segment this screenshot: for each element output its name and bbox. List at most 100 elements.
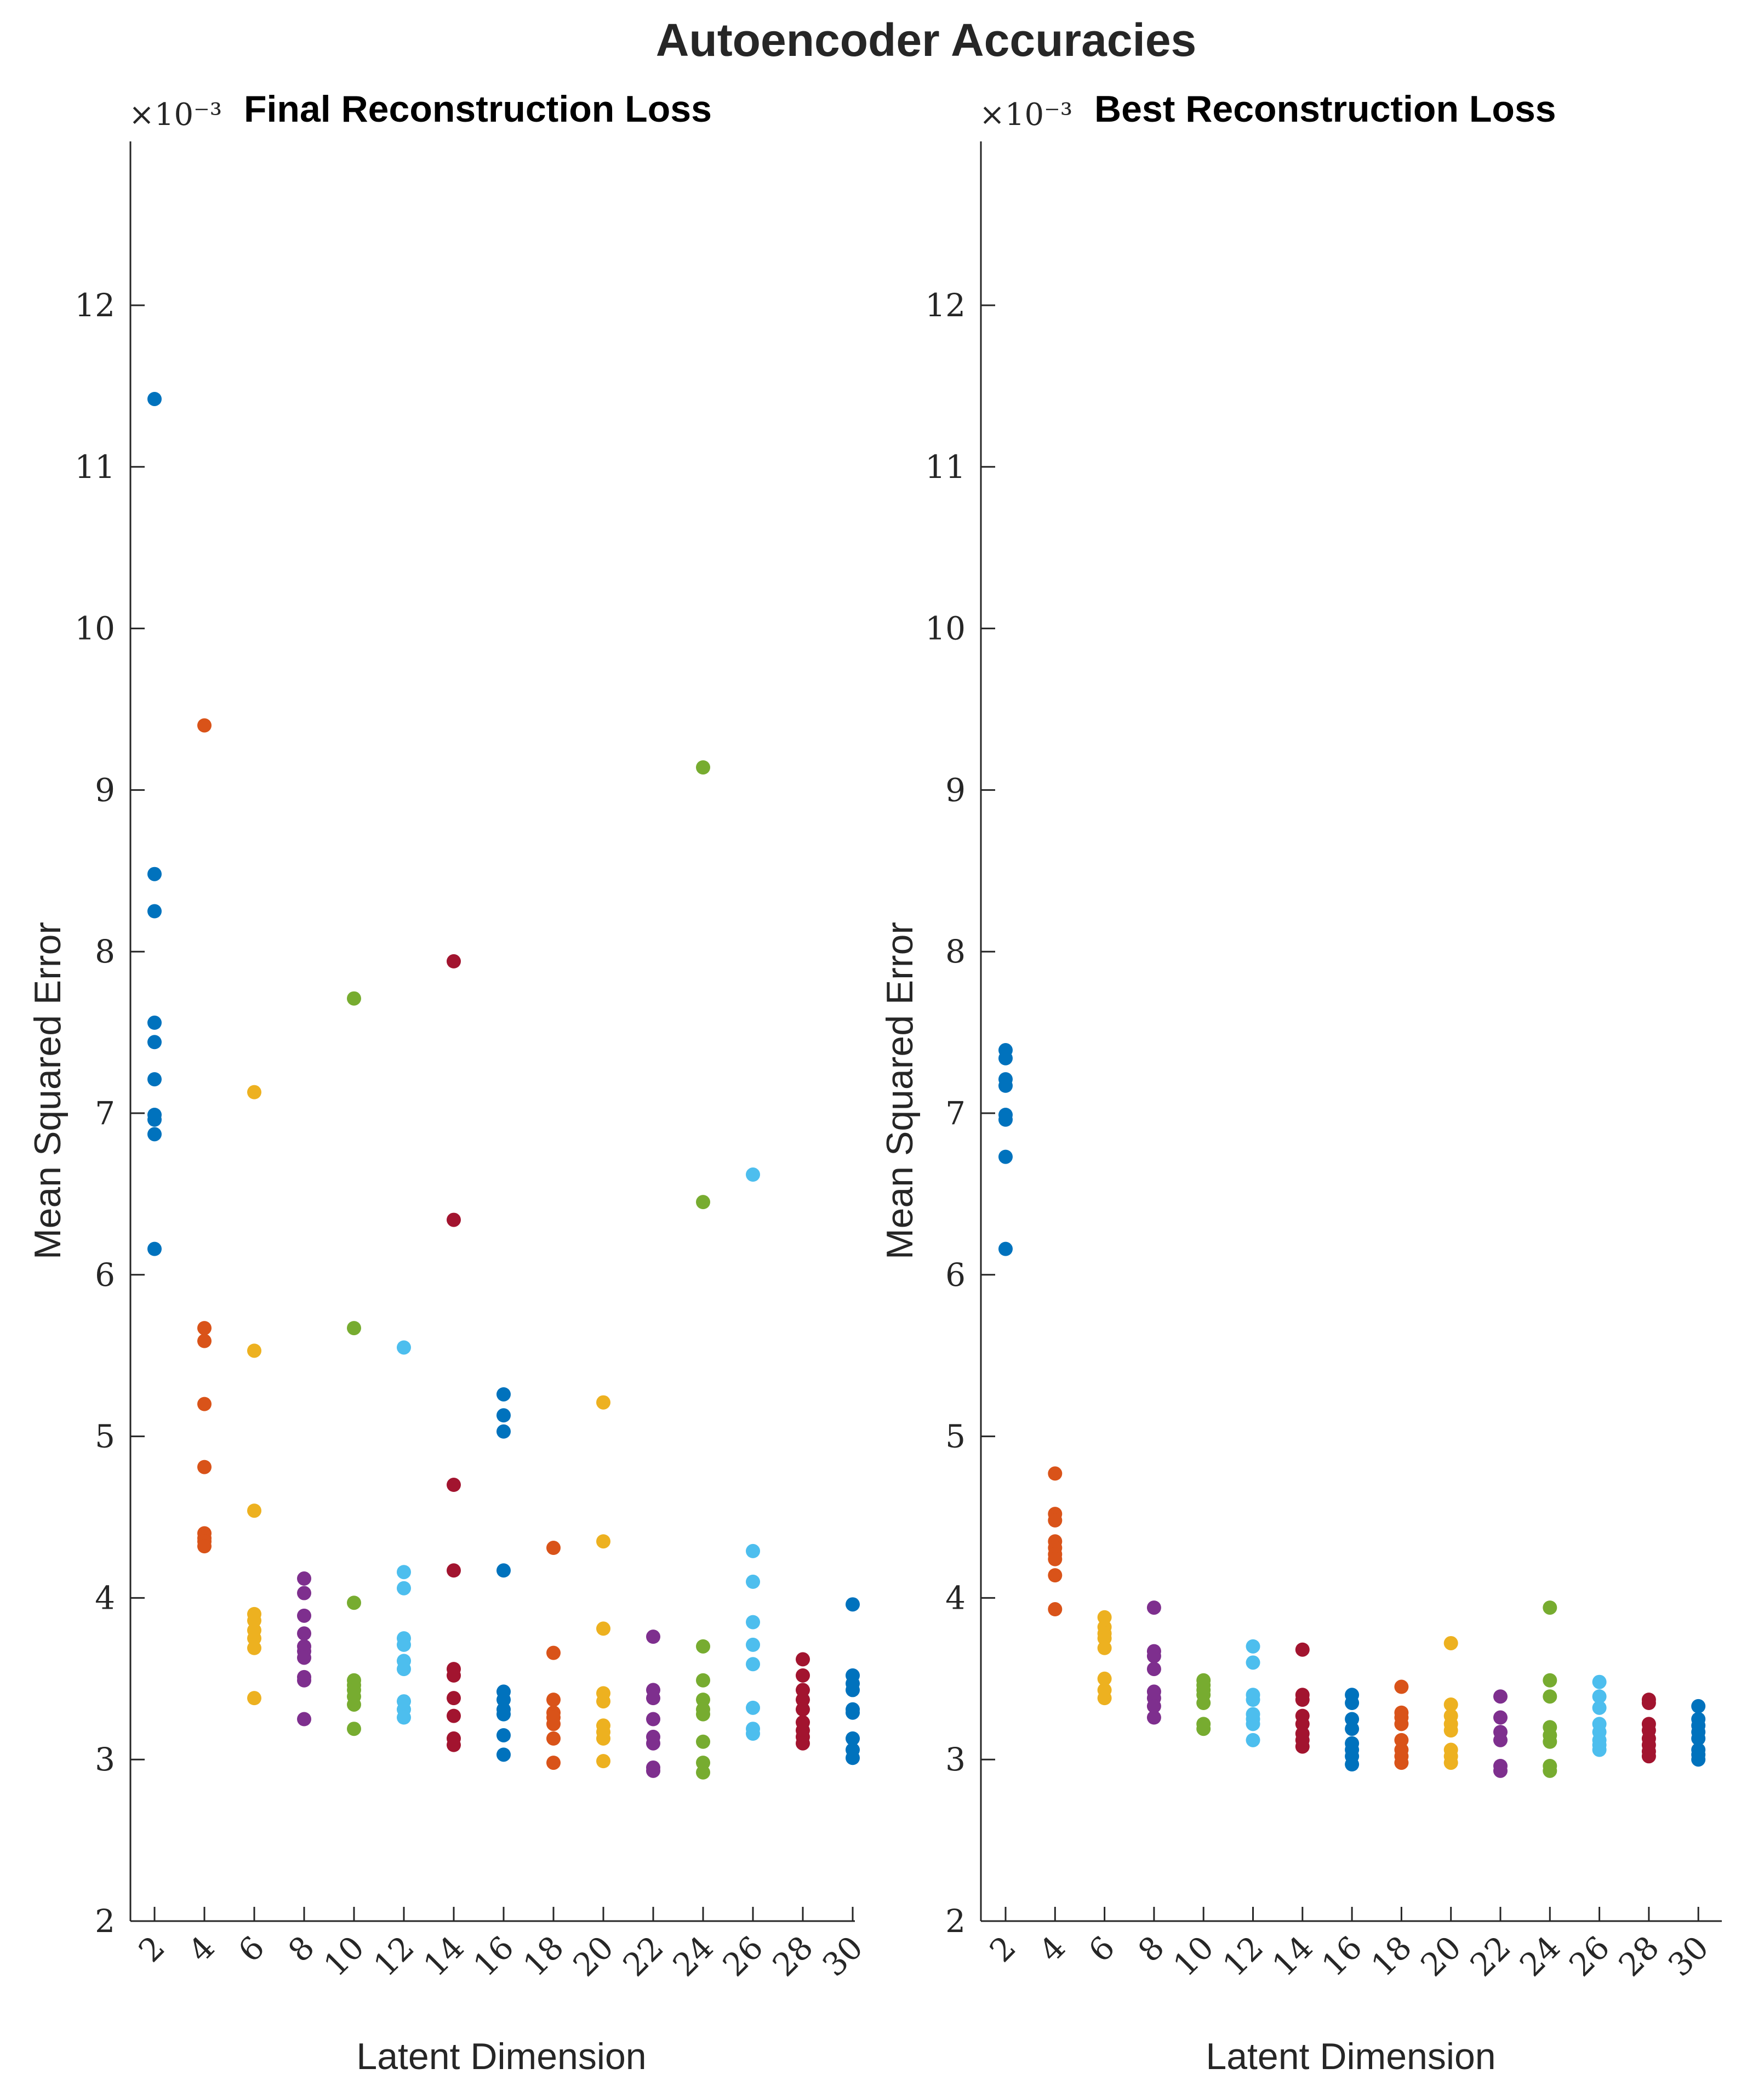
- data-point: [447, 1691, 461, 1706]
- x-tick-label: 4: [1032, 1929, 1072, 1969]
- data-point: [696, 1195, 710, 1210]
- data-point: [197, 1397, 212, 1411]
- x-tick-label: 30: [815, 1929, 870, 1984]
- data-point: [546, 1645, 561, 1660]
- data-point: [746, 1574, 760, 1589]
- data-point: [1146, 1649, 1161, 1663]
- data-point: [746, 1657, 760, 1672]
- data-point: [147, 1072, 162, 1087]
- x-tick-label: 10: [317, 1929, 372, 1984]
- data-point: [1048, 1568, 1063, 1583]
- data-point: [846, 1705, 860, 1720]
- data-point: [496, 1747, 511, 1762]
- data-point: [596, 1621, 610, 1636]
- data-point: [247, 1085, 261, 1099]
- data-point: [397, 1637, 411, 1652]
- data-point: [1592, 1742, 1607, 1757]
- data-point: [1146, 1662, 1161, 1677]
- data-point: [796, 1736, 810, 1751]
- x-tick-label: 14: [416, 1929, 471, 1984]
- data-point: [147, 1035, 162, 1050]
- data-point: [1543, 1673, 1557, 1688]
- data-point: [1691, 1731, 1706, 1746]
- y-tick-label: 3: [95, 1741, 115, 1778]
- data-point: [147, 904, 162, 919]
- data-point: [447, 1737, 461, 1752]
- data-point: [696, 1765, 710, 1780]
- data-point: [447, 1563, 461, 1578]
- data-point: [1246, 1655, 1260, 1670]
- y-tick-label: 8: [945, 933, 966, 970]
- data-point: [998, 1149, 1013, 1164]
- x-tick-label: 24: [1512, 1929, 1567, 1984]
- x-tick-label: 4: [181, 1929, 222, 1969]
- data-point: [646, 1763, 660, 1778]
- data-point: [1592, 1674, 1607, 1689]
- data-point: [596, 1694, 610, 1709]
- data-point: [1641, 1696, 1656, 1711]
- y-tick-label: 10: [925, 610, 966, 647]
- data-point: [846, 1683, 860, 1697]
- y-tick-label: 4: [95, 1579, 115, 1616]
- data-point: [147, 867, 162, 881]
- data-point: [746, 1167, 760, 1182]
- x-tick-label: 18: [516, 1929, 571, 1984]
- y-tick-label: 9: [945, 771, 966, 808]
- x-tick-label: 10: [1166, 1929, 1221, 1984]
- data-point: [1543, 1763, 1557, 1778]
- y-tick-label: 3: [945, 1741, 966, 1778]
- y-tick-label: 6: [945, 1256, 966, 1294]
- data-point: [397, 1710, 411, 1725]
- data-point: [1592, 1700, 1607, 1715]
- data-point: [746, 1700, 760, 1715]
- data-point: [147, 1127, 162, 1142]
- data-point: [1641, 1749, 1656, 1764]
- data-point: [1543, 1600, 1557, 1615]
- y-tick-label: 9: [95, 771, 115, 808]
- data-point: [1097, 1640, 1112, 1655]
- data-point: [696, 760, 710, 775]
- data-point: [1394, 1717, 1409, 1731]
- data-point: [1097, 1691, 1112, 1706]
- x-tick-label: 8: [1131, 1929, 1172, 1969]
- data-point: [1493, 1763, 1508, 1778]
- data-point: [447, 1478, 461, 1492]
- y-tick-label: 6: [95, 1256, 115, 1294]
- data-point: [147, 1015, 162, 1030]
- y-tick-label: 11: [925, 448, 966, 486]
- data-point: [297, 1571, 311, 1586]
- exponent-label-final: ×10⁻³: [129, 97, 222, 133]
- data-point: [397, 1340, 411, 1355]
- data-point: [347, 991, 361, 1006]
- y-axis-label-final: Mean Squared Error: [27, 922, 68, 1260]
- x-tick-label: 22: [1463, 1929, 1518, 1984]
- data-point: [546, 1541, 561, 1556]
- data-point: [297, 1673, 311, 1688]
- data-point: [1295, 1739, 1310, 1754]
- y-tick-label: 10: [75, 610, 115, 647]
- x-tick-label: 8: [281, 1929, 322, 1969]
- data-point: [1048, 1602, 1063, 1617]
- x-tick-label: 6: [1081, 1929, 1122, 1969]
- x-tick-label: 18: [1364, 1929, 1419, 1984]
- y-tick-label: 11: [75, 448, 115, 486]
- x-axis-label-final: Latent Dimension: [356, 2036, 646, 2077]
- data-point: [1146, 1600, 1161, 1615]
- data-point: [1493, 1689, 1508, 1704]
- x-tick-label: 20: [566, 1929, 621, 1984]
- data-point: [1196, 1696, 1211, 1711]
- data-point: [796, 1702, 810, 1717]
- x-tick-label: 28: [1612, 1929, 1666, 1984]
- data-point: [1246, 1693, 1260, 1707]
- x-tick-label: 6: [231, 1929, 272, 1969]
- data-point: [1443, 1697, 1458, 1712]
- x-tick-label: 24: [666, 1929, 721, 1984]
- data-point: [247, 1503, 261, 1518]
- exponent-label-best: ×10⁻³: [979, 97, 1072, 133]
- y-tick-label: 12: [925, 287, 966, 324]
- panel-title-final: Final Reconstruction Loss: [244, 88, 712, 130]
- x-tick-label: 26: [1562, 1929, 1617, 1984]
- data-point: [1146, 1710, 1161, 1725]
- panel-best-loss: Best Reconstruction Loss ×10⁻³ Mean Squa…: [879, 88, 1722, 2077]
